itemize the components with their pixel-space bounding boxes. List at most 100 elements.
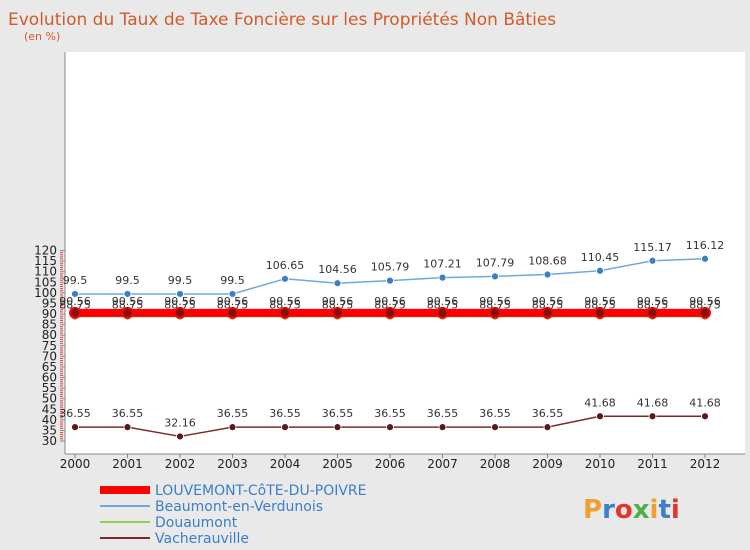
x-tick-label: 2007: [427, 457, 458, 471]
y-tick-label: 120: [34, 244, 57, 258]
series-point-3: [701, 412, 709, 421]
data-label-1: 99.5: [220, 274, 245, 287]
data-label-2: 88.75: [532, 299, 564, 312]
series-point-3: [281, 423, 289, 432]
data-label-3: 36.55: [322, 407, 354, 420]
data-label-0: 90.56: [217, 295, 249, 308]
series-point-3: [386, 423, 394, 432]
data-label-3: 36.55: [427, 407, 459, 420]
y-tick-label: 90: [42, 307, 57, 321]
data-label-2: 88.75: [217, 299, 249, 312]
data-label-0: 90.56: [532, 295, 564, 308]
series-point-0: [226, 306, 239, 319]
series-point-1: [71, 290, 79, 298]
y-tick-label: 115: [34, 254, 57, 268]
x-tick-label: 2010: [585, 457, 616, 471]
series-point-1: [123, 290, 132, 298]
x-tick-label: 2000: [60, 457, 91, 471]
x-tick-label: 2002: [165, 457, 196, 471]
data-label-0: 90.56: [374, 295, 406, 308]
data-label-3: 36.55: [217, 407, 249, 420]
y-tick-label: 50: [42, 392, 57, 406]
x-tick-label: 2001: [112, 457, 143, 471]
series-point-0: [699, 306, 711, 319]
series-point-1: [228, 290, 237, 298]
series-point-0: [384, 306, 396, 319]
data-label-0: 90.56: [427, 295, 459, 308]
data-label-1: 105.79: [371, 261, 410, 274]
data-label-2: 88.75: [427, 299, 459, 312]
series-point-0: [69, 306, 81, 319]
series-point-1: [281, 274, 289, 283]
legend-swatch-0: [100, 486, 150, 494]
data-label-3: 32.16: [164, 416, 196, 429]
plot-area: [65, 52, 745, 454]
y-tick-label: 105: [34, 275, 57, 289]
series-point-0: [489, 306, 501, 319]
series-point-3: [596, 412, 604, 421]
data-label-2: 88.75: [584, 299, 616, 312]
chart-unit: (en %): [24, 30, 60, 43]
data-label-3: 41.68: [689, 396, 721, 409]
data-label-1: 107.79: [476, 256, 515, 269]
y-tick-label: 55: [42, 381, 57, 395]
legend-label-1: Beaumont-en-Verdunois: [155, 499, 323, 515]
data-label-0: 90.56: [269, 295, 301, 308]
data-label-2: 88.75: [59, 299, 91, 312]
y-tick-label: 40: [42, 413, 57, 427]
data-labels: 88.75 88.75 88.75 88.75 88.75 88.75 88.75 88.75…: [59, 239, 724, 430]
series-point-3: [648, 412, 657, 421]
y-tick-label: 65: [42, 360, 57, 374]
series-point-1: [438, 273, 447, 282]
x-tick-label: 2012: [690, 457, 721, 471]
y-tick-label: 95: [42, 296, 57, 310]
data-label-0: 90.56: [637, 295, 669, 308]
series-point-3: [176, 432, 184, 441]
series-point-0: [279, 306, 291, 319]
y-tick-label: 75: [42, 339, 57, 353]
data-label-1: 99.5: [63, 274, 88, 287]
series-point-1: [491, 272, 499, 281]
series-point-1: [386, 276, 394, 285]
data-label-0: 90.56: [689, 295, 721, 308]
data-label-2: 88.75: [637, 299, 669, 312]
data-label-1: 116.12: [686, 239, 725, 252]
series-point-1: [596, 266, 604, 275]
data-label-0: 90.56: [479, 295, 511, 308]
series-point-3: [333, 423, 342, 432]
data-label-2: 88.75: [322, 299, 354, 312]
data-label-1: 99.5: [168, 274, 193, 287]
data-label-2: 88.75: [479, 299, 511, 312]
data-label-1: 108.68: [528, 255, 567, 268]
x-tick-label: 2006: [375, 457, 406, 471]
data-label-3: 41.68: [584, 396, 616, 409]
data-label-3: 36.55: [479, 407, 511, 420]
series-point-0: [646, 306, 659, 319]
logo-text: Proxiti: [583, 495, 680, 525]
series-point-0: [331, 306, 344, 319]
x-tick-label: 2005: [322, 457, 353, 471]
x-tick-label: 2003: [217, 457, 248, 471]
series-point-1: [333, 279, 342, 288]
series-point-1: [648, 256, 657, 265]
series-point-1: [543, 270, 552, 279]
series-point-3: [491, 423, 499, 432]
series-point-1: [176, 290, 184, 298]
series-point-3: [123, 423, 132, 432]
data-label-0: 90.56: [59, 295, 91, 308]
data-label-2: 88.75: [689, 299, 721, 312]
x-tick-label: 2009: [532, 457, 563, 471]
data-label-3: 36.55: [112, 407, 144, 420]
x-tick-label: 2008: [480, 457, 511, 471]
y-tick-label: 45: [42, 402, 57, 416]
legend-label-2: Douaumont: [155, 515, 238, 531]
series-point-0: [121, 306, 134, 319]
y-tick-label: 35: [42, 423, 57, 437]
data-label-1: 99.5: [115, 274, 140, 287]
axes: 3035404550556065707580859095100105110115…: [34, 52, 745, 471]
y-tick-label: 85: [42, 318, 57, 332]
data-label-1: 107.21: [423, 258, 462, 271]
series-point-0: [594, 306, 606, 319]
y-tick-label: 100: [34, 286, 57, 300]
